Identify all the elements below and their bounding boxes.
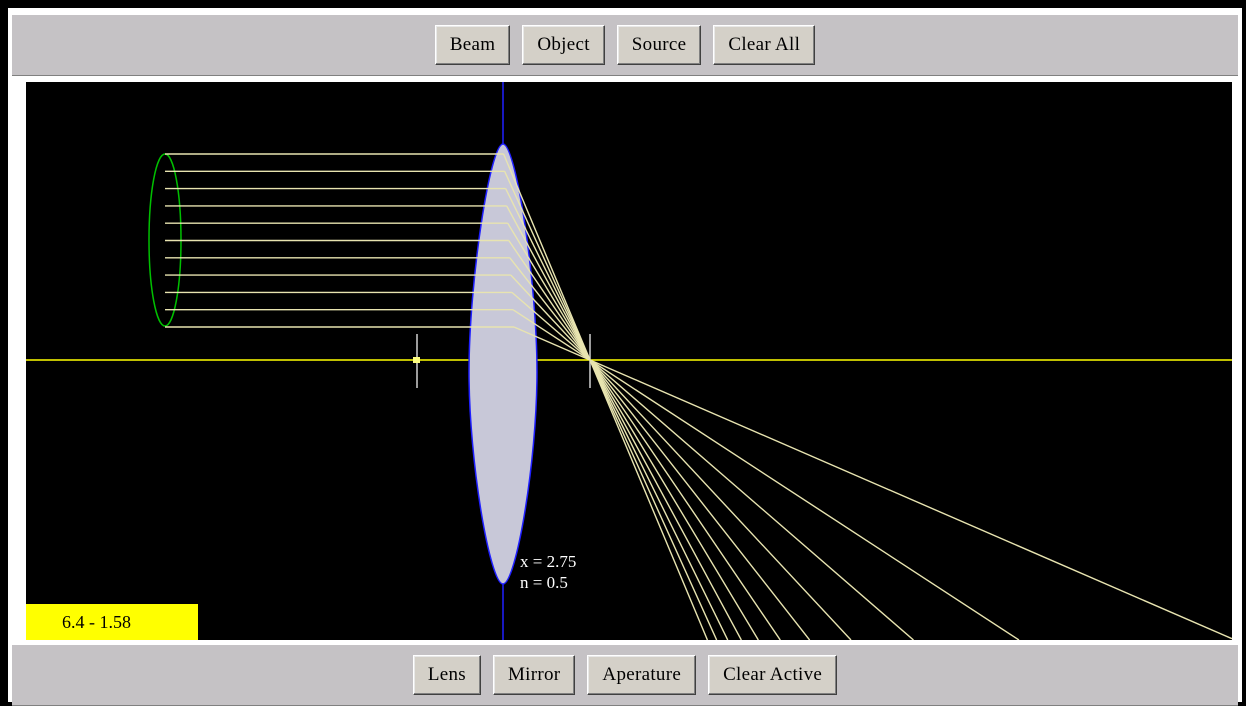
refracted-ray — [511, 291, 914, 640]
object-button[interactable]: Object — [522, 25, 605, 65]
top-toolbar: Beam Object Source Clear All — [12, 14, 1238, 76]
beam-button[interactable]: Beam — [434, 25, 511, 65]
lens-index-readout: n = 0.5 — [520, 573, 568, 592]
refracted-ray — [504, 171, 718, 640]
clear-all-button[interactable]: Clear All — [713, 25, 816, 65]
refracted-ray — [502, 153, 709, 640]
refracted-ray — [512, 309, 1020, 640]
bottom-toolbar: Lens Mirror Aperature Clear Active — [12, 644, 1238, 706]
optics-canvas[interactable]: x = 2.75 n = 0.5 6.4 - 1.58 — [26, 82, 1232, 640]
refracted-ray — [506, 205, 742, 640]
mirror-button[interactable]: Mirror — [492, 655, 576, 695]
lens-body[interactable] — [468, 143, 538, 585]
refracted-ray — [505, 188, 729, 640]
clear-active-button[interactable]: Clear Active — [708, 655, 838, 695]
lens-position-readout: x = 2.75 — [520, 552, 577, 571]
ray-diagram[interactable] — [26, 82, 1232, 640]
refracted-ray — [507, 222, 759, 640]
lens-button[interactable]: Lens — [412, 655, 481, 695]
focal-point-left — [413, 357, 420, 363]
refracted-ray — [513, 326, 1232, 640]
refracted-ray — [508, 240, 781, 640]
refracted-ray — [509, 257, 811, 640]
refracted-ray — [510, 274, 852, 640]
aperature-button[interactable]: Aperature — [587, 655, 697, 695]
status-readout: 6.4 - 1.58 — [26, 604, 198, 640]
source-button[interactable]: Source — [616, 25, 702, 65]
